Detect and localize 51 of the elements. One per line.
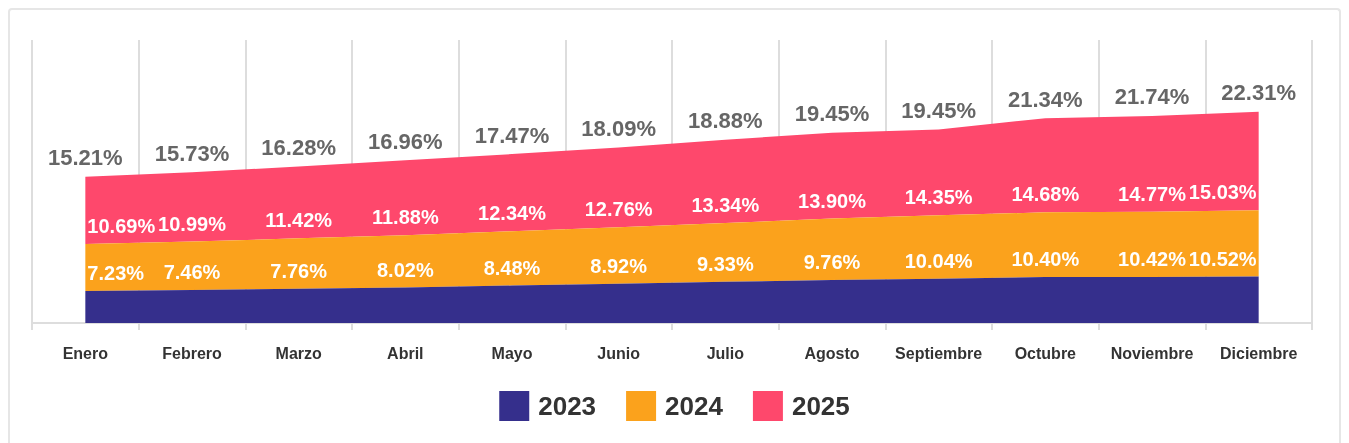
data-label: 14.68% (1011, 183, 1080, 206)
data-label: 16.28% (261, 135, 336, 161)
data-label: 22.31% (1221, 80, 1296, 106)
data-label: 8.92% (590, 254, 648, 277)
data-label: 16.96% (368, 128, 443, 154)
data-label: 7.76% (270, 259, 328, 282)
legend-label: 2025 (791, 391, 850, 421)
x-tick-label: Septiembre (895, 344, 983, 362)
x-tick-label: Junio (597, 344, 641, 362)
data-label: 14.77% (1118, 182, 1187, 205)
data-label: 21.74% (1114, 84, 1190, 110)
legend-label: 2024 (665, 391, 724, 421)
x-tick-label: Agosto (804, 344, 860, 362)
x-tick-label: Enero (62, 344, 109, 362)
data-label: 10.42% (1118, 248, 1187, 271)
data-label: 11.88% (371, 206, 439, 229)
data-label: 15.03% (1188, 181, 1257, 204)
data-label: 9.76% (803, 250, 861, 273)
data-label: 7.46% (163, 261, 221, 284)
data-label: 8.02% (376, 258, 434, 281)
data-label: 15.73% (154, 140, 230, 166)
data-label: 12.76% (584, 198, 653, 221)
data-label: 10.40% (1011, 248, 1080, 271)
data-label: 18.88% (688, 108, 763, 134)
data-label: 21.34% (1008, 86, 1083, 112)
data-label: 14.35% (904, 186, 973, 209)
data-label: 12.34% (478, 202, 547, 225)
x-tick-label: Diciembre (1219, 344, 1298, 362)
x-tick-label: Mayo (491, 344, 533, 362)
data-label: 10.52% (1188, 247, 1257, 270)
x-tick-label: Abril (387, 344, 424, 362)
data-label: 19.45% (794, 101, 870, 127)
x-tick-label: Octubre (1014, 344, 1077, 362)
x-tick-label: Noviembre (1110, 344, 1194, 362)
data-label: 9.33% (696, 252, 754, 275)
data-label: 13.34% (691, 193, 760, 216)
data-label: 7.23% (87, 262, 145, 285)
data-label: 10.99% (158, 212, 227, 235)
data-label: 13.90% (798, 189, 867, 212)
data-label: 11.42% (265, 209, 333, 232)
data-label: 19.45% (901, 98, 976, 124)
data-label: 8.48% (483, 256, 541, 279)
data-label: 17.47% (474, 122, 550, 148)
x-tick-label: Febrero (162, 344, 223, 362)
data-label: 10.04% (904, 249, 973, 272)
data-label: 18.09% (581, 116, 656, 142)
legend-label: 2023 (538, 391, 597, 421)
x-tick-label: Julio (706, 344, 745, 362)
data-label: 10.69% (87, 214, 156, 237)
data-label: 15.21% (48, 145, 123, 171)
x-tick-label: Marzo (275, 344, 322, 362)
